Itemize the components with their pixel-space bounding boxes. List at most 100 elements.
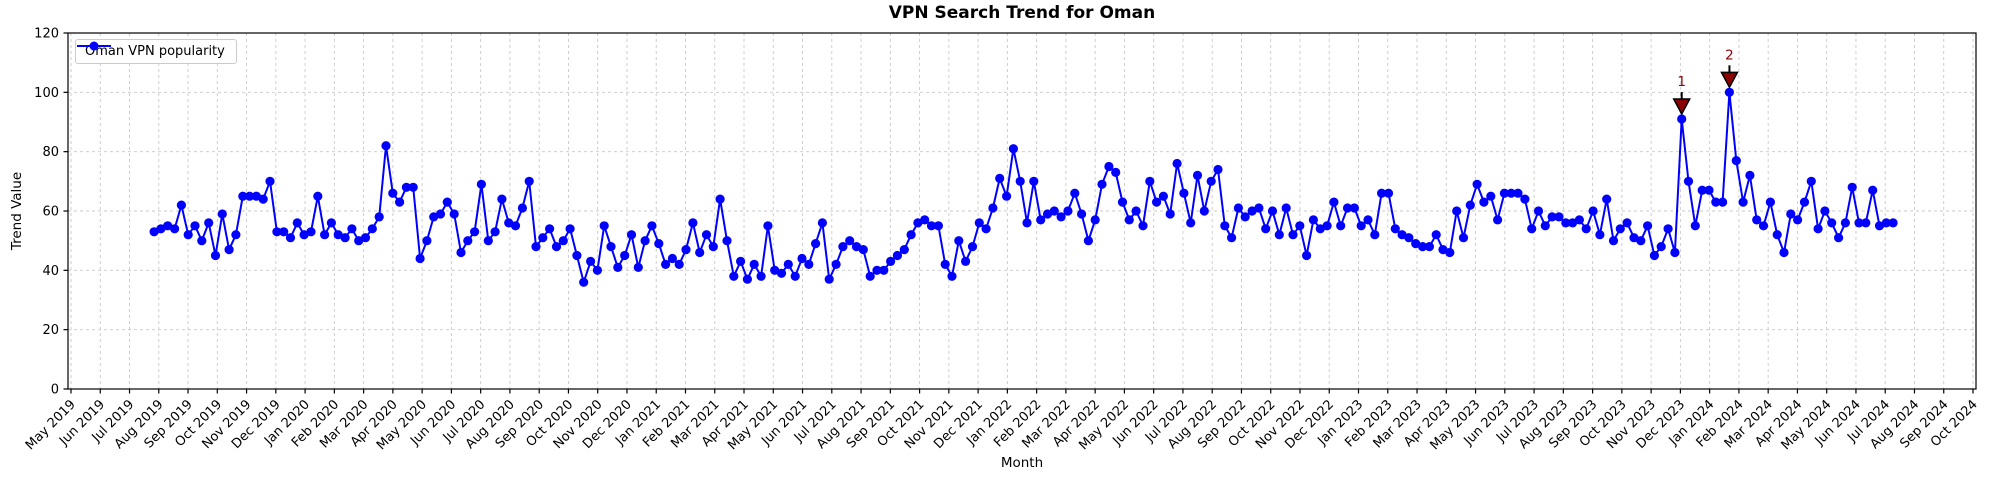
annotation-label-2: 2 — [1725, 47, 1734, 63]
data-point — [1499, 188, 1509, 198]
data-point — [633, 262, 643, 272]
data-point — [1711, 197, 1721, 207]
data-point — [1274, 230, 1284, 240]
data-point — [1827, 218, 1837, 228]
data-point — [1718, 197, 1728, 207]
data-point — [886, 256, 896, 266]
data-point — [933, 221, 944, 231]
annotation-label-1: 1 — [1677, 74, 1686, 90]
data-point — [565, 224, 575, 234]
data-point — [1472, 179, 1482, 189]
data-point — [1022, 218, 1032, 228]
data-point — [1240, 212, 1250, 222]
data-point — [1677, 114, 1687, 124]
data-point — [1070, 188, 1080, 198]
data-point — [797, 253, 807, 264]
data-point — [551, 242, 562, 252]
data-point — [1138, 221, 1148, 231]
data-point — [1683, 176, 1694, 186]
data-point — [1520, 194, 1530, 204]
data-point — [1288, 230, 1298, 240]
data-point — [940, 259, 950, 269]
data-point — [1308, 215, 1318, 225]
data-point — [1861, 218, 1871, 228]
data-point — [872, 265, 882, 275]
data-point — [1738, 197, 1748, 207]
data-point — [1077, 209, 1087, 219]
data-point — [395, 197, 405, 207]
data-point — [776, 268, 787, 278]
data-point — [1779, 247, 1789, 258]
data-point — [170, 224, 180, 234]
data-point — [892, 250, 903, 261]
data-point — [1124, 215, 1134, 225]
data-point — [163, 221, 173, 231]
data-point — [538, 233, 548, 243]
data-point — [231, 230, 241, 240]
data-point — [756, 271, 766, 281]
data-point — [1806, 176, 1816, 186]
data-point — [715, 194, 725, 204]
data-point — [292, 218, 302, 228]
data-point — [695, 247, 705, 258]
data-point — [824, 274, 834, 284]
data-point — [1540, 221, 1550, 231]
data-point — [701, 230, 712, 240]
data-point — [1486, 191, 1496, 201]
y-tick-label: 20 — [42, 323, 59, 338]
data-point — [1104, 161, 1114, 172]
data-point — [1786, 209, 1796, 219]
data-point — [736, 256, 746, 266]
data-point — [1008, 144, 1019, 154]
data-point — [1404, 233, 1414, 243]
data-point — [1636, 236, 1646, 246]
data-point — [510, 221, 521, 231]
data-point — [1383, 188, 1394, 198]
data-point — [613, 262, 623, 272]
data-point — [606, 242, 616, 252]
data-point — [1656, 242, 1666, 252]
y-tick-label: 100 — [34, 86, 59, 101]
data-point — [599, 221, 609, 231]
data-point — [1663, 224, 1673, 234]
data-point — [1820, 206, 1830, 216]
data-point — [579, 277, 589, 287]
data-point — [204, 218, 214, 228]
data-point — [1452, 206, 1462, 216]
data-point — [517, 203, 528, 213]
data-point — [470, 227, 480, 237]
data-point — [783, 259, 793, 269]
data-point — [1574, 215, 1584, 225]
data-point — [497, 194, 507, 204]
data-point — [210, 250, 221, 261]
data-point — [1765, 197, 1775, 207]
data-point — [1152, 197, 1162, 207]
data-point — [333, 230, 343, 240]
data-point — [190, 221, 200, 231]
data-point — [688, 218, 698, 228]
data-point — [1145, 176, 1155, 186]
data-point — [258, 194, 268, 204]
data-point — [1186, 218, 1196, 228]
data-point — [1056, 212, 1066, 222]
data-point — [1847, 182, 1857, 192]
data-point — [1049, 206, 1059, 216]
data-point — [1752, 215, 1762, 225]
data-point — [906, 230, 916, 240]
data-point — [1547, 212, 1557, 222]
data-point — [245, 191, 255, 201]
data-point — [1595, 230, 1605, 240]
data-point — [320, 230, 330, 240]
data-point — [1213, 164, 1223, 175]
data-point — [947, 271, 957, 281]
data-point — [463, 236, 473, 246]
data-point — [1302, 250, 1312, 261]
data-point — [1854, 218, 1864, 228]
data-point — [1295, 221, 1305, 231]
data-point — [1615, 224, 1625, 234]
data-point — [1704, 185, 1714, 195]
data-point — [1649, 250, 1659, 261]
data-point — [176, 200, 186, 210]
y-tick-label: 40 — [42, 264, 59, 279]
